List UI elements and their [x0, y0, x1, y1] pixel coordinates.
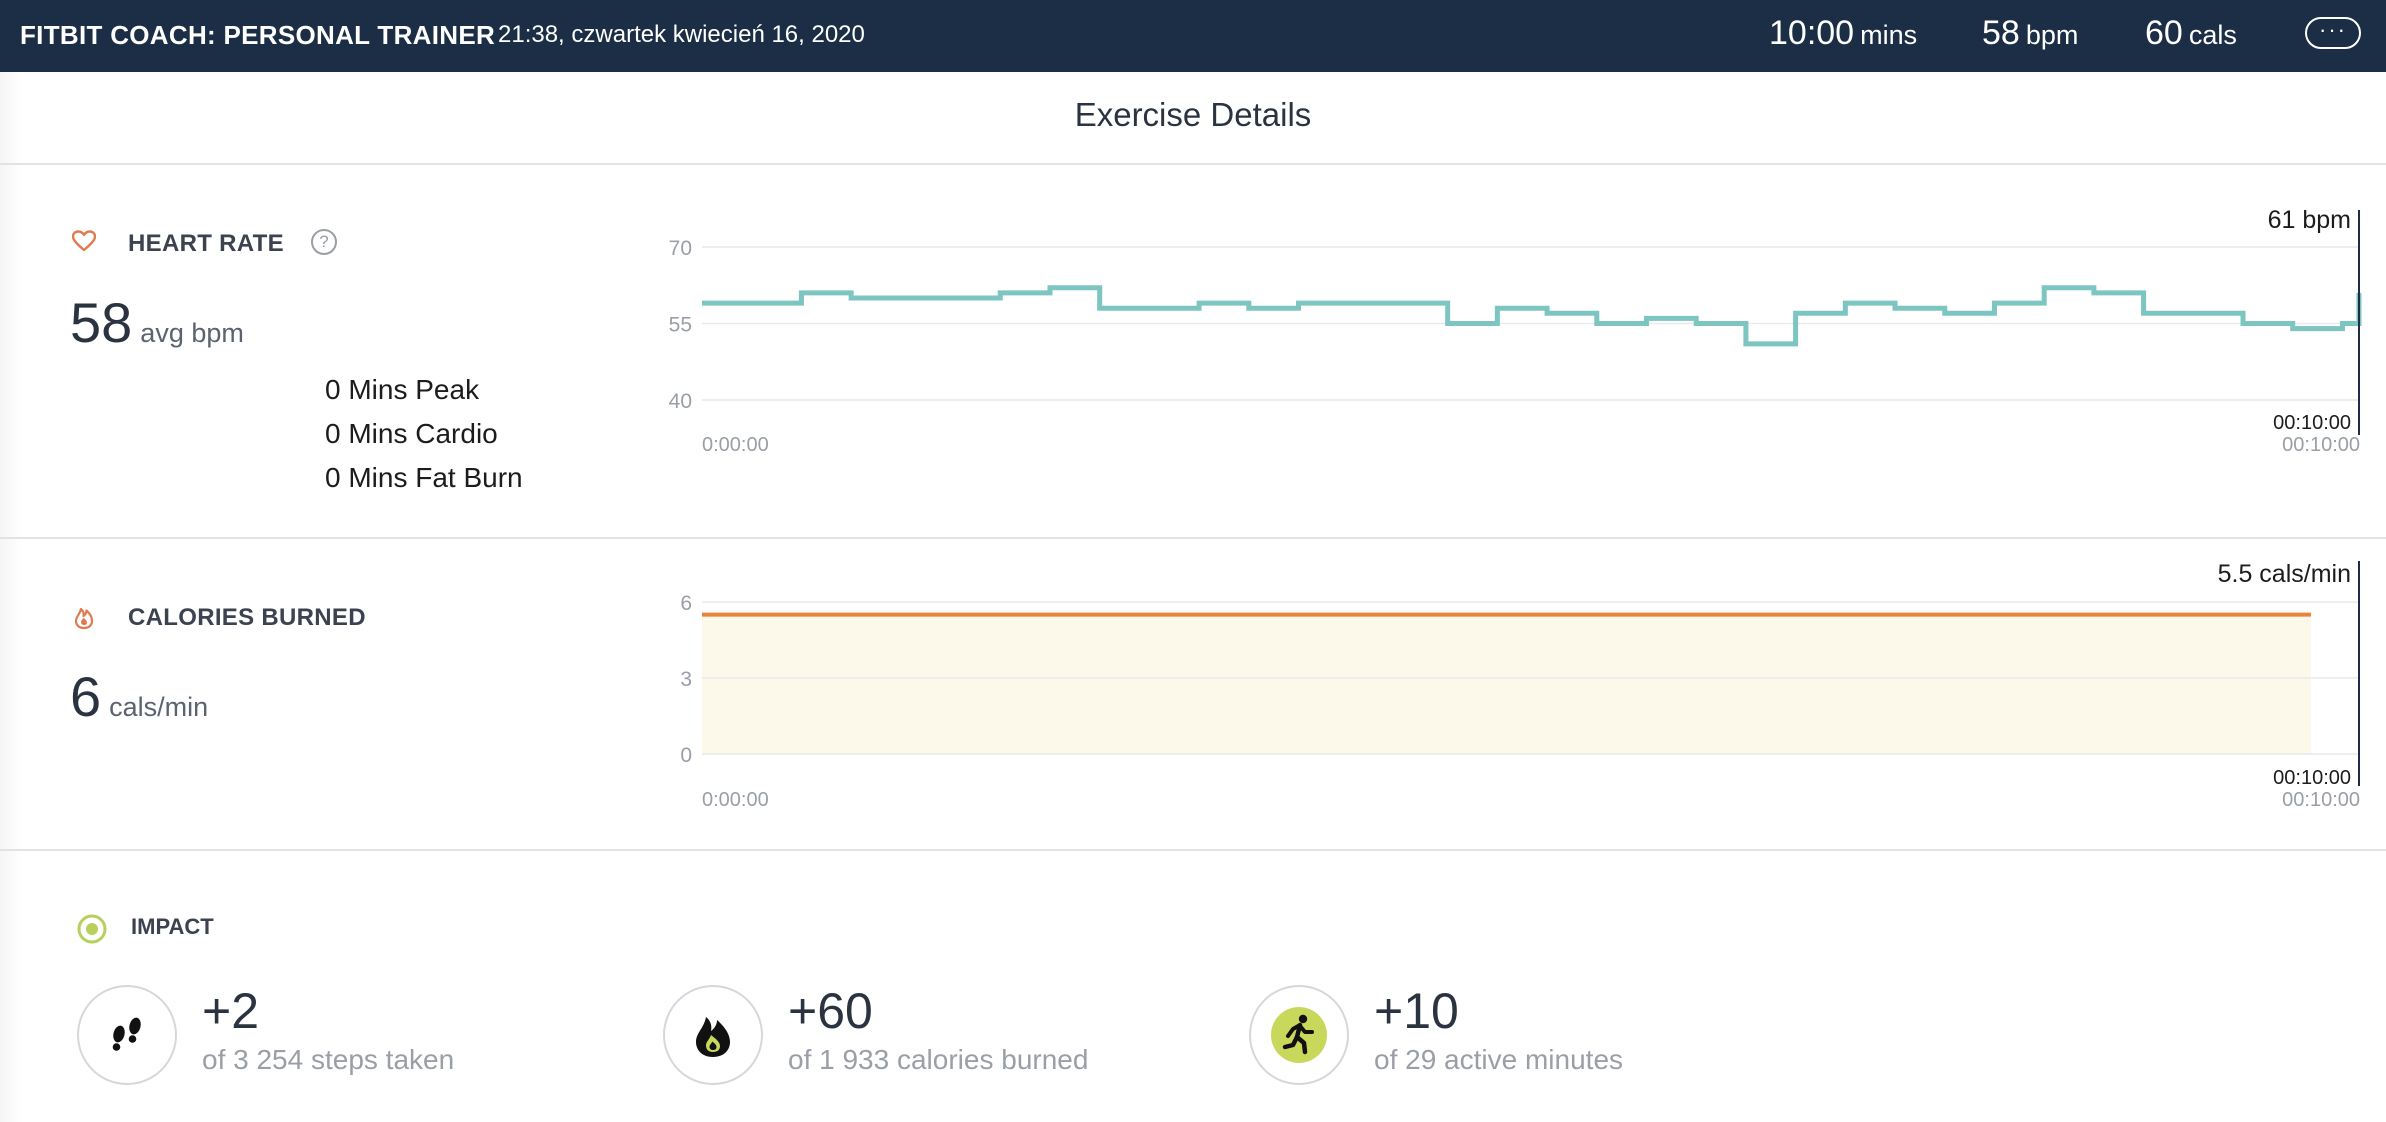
divider	[0, 849, 2386, 851]
edge-shadow	[0, 72, 22, 1122]
heart-rate-heading: HEART RATE	[128, 230, 284, 257]
running-person-icon	[1271, 1007, 1327, 1063]
flame-icon	[696, 1017, 730, 1057]
calories-x-tick: 00:10:00	[2282, 789, 2360, 811]
stat-heart-rate-unit: bpm	[2025, 20, 2079, 50]
calories-x-tick: 0:00:00	[702, 789, 769, 811]
heart-rate-average: 58 avg bpm	[70, 290, 244, 355]
calories-y-tick: 0	[680, 744, 692, 767]
calories-y-tick: 6	[680, 592, 692, 615]
heart-rate-chart[interactable]: 40 55 70 61 bpm 00:10:00 0:00:00 00:10:00	[640, 195, 2370, 465]
stat-heart-rate-value: 58	[1982, 14, 2020, 52]
heart-icon	[72, 230, 96, 252]
heart-rate-y-tick: 55	[669, 314, 692, 337]
stat-calories-value: 60	[2145, 14, 2183, 52]
stat-calories-unit: cals	[2188, 20, 2237, 50]
impact-card-steps-badge	[77, 985, 177, 1085]
app-title: FITBIT COACH: PERSONAL TRAINER	[20, 20, 496, 50]
impact-heading: IMPACT	[131, 914, 214, 939]
calories-rate-unit: cals/min	[109, 692, 209, 722]
workout-datetime: 21:38, czwartek kwiecień 16, 2020	[498, 21, 865, 48]
heart-rate-readout: 61 bpm	[2268, 206, 2351, 234]
zone-cardio: 0 Mins Cardio	[325, 418, 498, 449]
divider	[0, 537, 2386, 539]
heart-rate-zones: 0 Mins Peak 0 Mins Cardio 0 Mins Fat Bur…	[325, 368, 523, 500]
target-icon	[77, 914, 107, 944]
zone-fat-burn: 0 Mins Fat Burn	[325, 462, 523, 493]
heart-rate-x-tick: 00:10:00	[2282, 434, 2360, 456]
more-options-button[interactable]: ···	[2305, 17, 2361, 49]
page-title: Exercise Details	[1074, 96, 1312, 133]
impact-card-calories-value: +60	[788, 983, 873, 1039]
divider	[0, 163, 2386, 165]
heart-rate-average-unit: avg bpm	[140, 318, 244, 348]
impact-card-steps-desc: of 3 254 steps taken	[202, 1044, 455, 1075]
flame-icon	[74, 607, 94, 630]
heart-rate-cursor-time: 00:10:00	[2273, 412, 2351, 434]
calories-y-tick: 3	[680, 668, 692, 691]
heart-rate-average-value: 58	[70, 291, 133, 354]
stat-calories: 60 cals	[2145, 14, 2237, 53]
calories-heading: CALORIES BURNED	[128, 604, 366, 631]
stat-duration: 10:00 mins	[1769, 14, 1917, 53]
impact-card-calories-badge	[663, 985, 763, 1085]
heart-rate-y-tick: 40	[669, 390, 692, 413]
calories-cursor-time: 00:10:00	[2273, 767, 2351, 789]
heart-rate-x-tick: 0:00:00	[702, 434, 769, 456]
footsteps-icon	[112, 1017, 141, 1051]
heart-rate-y-tick: 70	[669, 237, 692, 260]
impact-card-calories-desc: of 1 933 calories burned	[788, 1044, 1089, 1075]
stat-duration-value: 10:00	[1769, 14, 1855, 52]
impact-card-active-minutes-badge	[1249, 985, 1349, 1085]
stat-duration-unit: mins	[1860, 20, 1918, 50]
calories-rate-value: 6	[70, 665, 102, 728]
help-icon[interactable]: ?	[311, 229, 337, 255]
stat-heart-rate: 58 bpm	[1982, 14, 2078, 53]
calories-chart[interactable]: 0 3 6 5.5 cals/min 00:10:00 0:00:00 00:10:0…	[640, 556, 2370, 816]
impact-card-active-minutes-desc: of 29 active minutes	[1374, 1044, 1624, 1075]
impact-card-steps-value: +2	[202, 983, 260, 1039]
calories-series-area	[702, 614, 2311, 754]
top-bar: FITBIT COACH: PERSONAL TRAINER 21:38, cz…	[0, 0, 2386, 72]
heart-rate-series-line	[702, 285, 2362, 347]
calories-rate: 6 cals/min	[70, 664, 208, 729]
calories-readout: 5.5 cals/min	[2218, 560, 2351, 588]
zone-peak: 0 Mins Peak	[325, 374, 480, 405]
impact-card-active-minutes-value: +10	[1374, 983, 1459, 1039]
